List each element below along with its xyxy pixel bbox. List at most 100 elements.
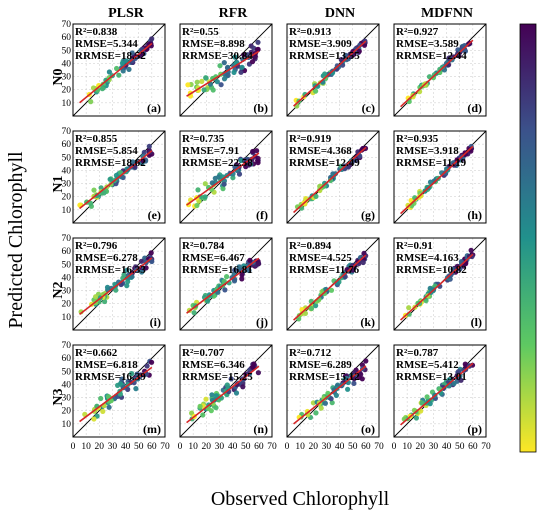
panel-frame (179, 344, 273, 438)
data-point (413, 415, 419, 421)
data-point (406, 305, 412, 311)
data-point (313, 193, 319, 199)
y-tick-label: 70 (62, 234, 72, 244)
r2-label: R²=0.855 (75, 133, 118, 145)
data-point (205, 298, 211, 304)
panel-frame (286, 23, 380, 117)
rmse-label: RMSE=3.918 (396, 145, 459, 157)
data-point (363, 358, 369, 364)
column-header-mdfnn: MDFNN (421, 6, 473, 21)
rrmse-label: RRMSE=10.82 (396, 264, 467, 276)
data-point (202, 181, 208, 187)
data-point (255, 261, 262, 267)
panel-frame (72, 130, 166, 224)
r2-label: R²=0.735 (182, 133, 225, 145)
data-point (191, 310, 197, 316)
fit-line (79, 257, 153, 315)
rmse-label: RMSE=6.818 (75, 359, 138, 371)
data-point (113, 287, 119, 293)
y-tick-label: 60 (62, 354, 72, 364)
column-header-rfr: RFR (219, 6, 249, 21)
data-point (100, 408, 106, 414)
data-point (322, 71, 328, 77)
data-point (236, 171, 243, 177)
data-point (468, 247, 474, 253)
r2-label: R²=0.935 (396, 133, 439, 145)
data-point (238, 157, 244, 163)
data-point (202, 194, 208, 200)
column-header-dnn: DNN (325, 6, 355, 21)
data-point (126, 66, 132, 72)
x-tick-label: 30 (215, 442, 225, 452)
data-point (130, 159, 136, 165)
fit-line (293, 40, 367, 107)
data-point (213, 393, 219, 399)
rmse-label: RMSE=3.589 (396, 38, 459, 50)
data-point (114, 65, 120, 72)
data-point (221, 60, 227, 66)
data-point (322, 400, 328, 406)
data-point (200, 412, 206, 418)
r2-label: R²=0.55 (182, 26, 219, 38)
data-point (328, 177, 334, 184)
x-axis-label: Observed Chlorophyll (211, 488, 390, 510)
fit-line (79, 42, 153, 104)
data-point (338, 57, 344, 63)
data-point (245, 161, 252, 167)
rrmse-label: RRMSE=16.81 (182, 264, 253, 276)
data-point (356, 48, 362, 54)
data-point (218, 82, 224, 88)
rrmse-label: RRMSE=16.33 (75, 264, 146, 276)
panel-id-label: (b) (253, 101, 268, 115)
data-point (423, 298, 429, 304)
data-point (197, 403, 203, 409)
y-tick-label: 50 (62, 260, 72, 270)
panel-id-label: (h) (467, 208, 482, 222)
fit-line (79, 150, 153, 210)
rrmse-label: RRMSE=13.01 (396, 371, 467, 383)
x-tick-label: 10 (81, 442, 91, 452)
data-point (209, 392, 215, 398)
r2-label: R²=0.913 (289, 26, 332, 38)
data-point (345, 386, 351, 392)
data-point (224, 274, 230, 280)
data-point (231, 69, 237, 75)
panel-id-label: (a) (147, 101, 161, 115)
data-point (194, 79, 200, 85)
data-point (133, 386, 139, 392)
data-point (318, 405, 324, 411)
data-point (98, 185, 104, 191)
rrmse-label: RRMSE=13.55 (289, 50, 360, 62)
fit-line (293, 254, 367, 321)
colorbar (519, 23, 537, 453)
data-point (138, 258, 144, 264)
r2-label: R²=0.787 (396, 347, 439, 359)
rmse-label: RMSE=4.163 (396, 252, 459, 264)
r2-label: R²=0.894 (289, 240, 332, 252)
data-point (232, 54, 238, 60)
x-tick-label: 0 (71, 442, 76, 452)
y-tick-label: 60 (62, 140, 72, 150)
y-tick-label: 60 (62, 33, 72, 43)
fit-line (400, 145, 474, 215)
data-point (213, 405, 219, 411)
data-point (358, 371, 364, 377)
data-point (250, 148, 256, 155)
panel-frame (72, 23, 166, 117)
x-tick-label: 60 (147, 442, 157, 452)
data-point (247, 257, 253, 263)
data-point (149, 359, 155, 365)
data-point (98, 395, 104, 402)
x-tick-label: 50 (134, 442, 144, 452)
x-tick-label: 70 (160, 442, 170, 452)
data-point (203, 75, 209, 81)
x-tick-label: 50 (348, 442, 358, 452)
x-tick-label: 60 (254, 442, 264, 452)
panel-frame (179, 237, 273, 331)
x-tick-label: 0 (178, 442, 183, 452)
panel-frame (393, 130, 487, 224)
